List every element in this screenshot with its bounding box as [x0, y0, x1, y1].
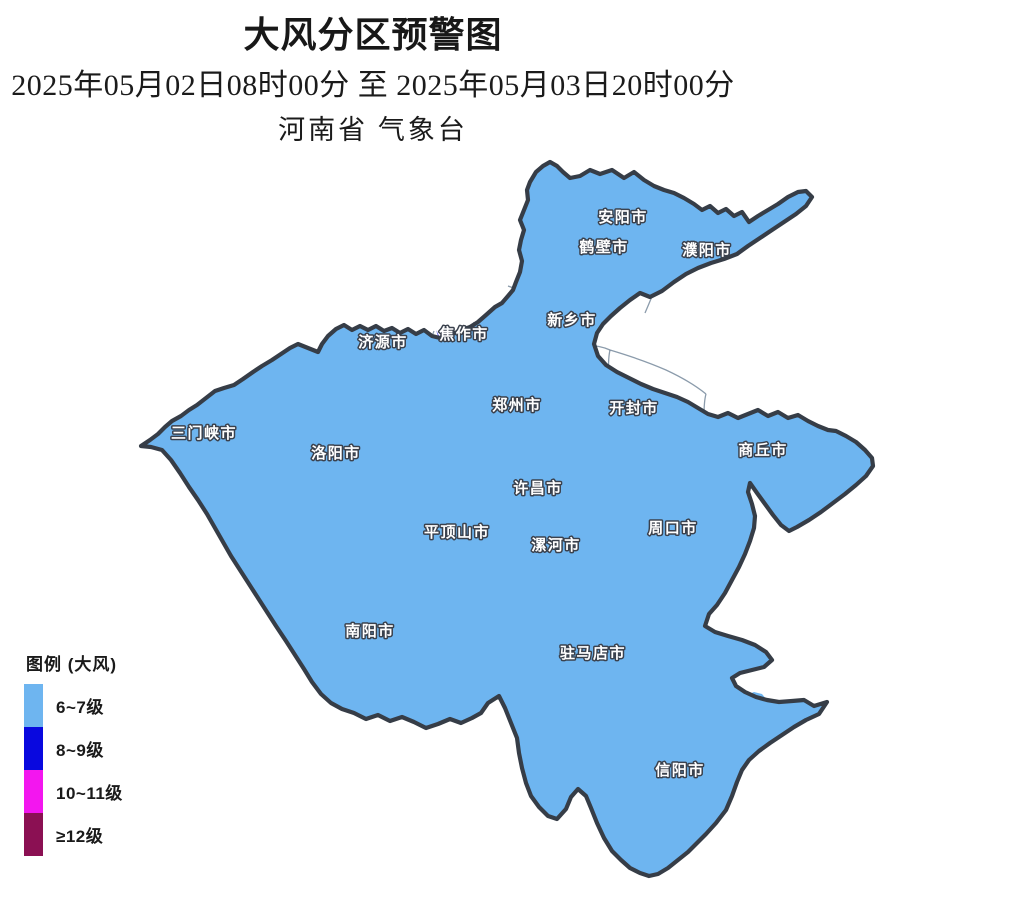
legend-label: 8~9级 — [56, 741, 104, 760]
city-label-zhoukou: 周口市 — [648, 519, 698, 537]
legend-swatch-10-11 — [24, 770, 43, 813]
city-labels: 安阳市 鹤壁市 濮阳市 新乡市 济源市 焦作市 郑州市 开封市 三门峡市 洛阳市… — [169, 207, 788, 781]
city-label-anyang: 安阳市 — [598, 208, 648, 226]
city-label-puyang: 濮阳市 — [682, 241, 732, 259]
city-label-zhumadian: 驻马店市 — [560, 644, 626, 662]
page-title: 大风分区预警图 — [243, 14, 503, 55]
legend-swatch-12 — [24, 813, 43, 856]
city-label-hebi: 鹤壁市 — [579, 238, 629, 256]
legend: 图例 (大风) 6~7级 8~9级 10~11级 ≥12级 — [24, 650, 123, 856]
legend-item-6-7: 6~7级 — [24, 684, 123, 727]
city-label-zhengzhou: 郑州市 — [492, 396, 542, 414]
city-label-kaifeng: 开封市 — [609, 399, 659, 417]
city-label-sanmenxia: 三门峡市 — [171, 424, 237, 442]
legend-label: 6~7级 — [56, 698, 104, 717]
city-label-jiaozuo: 焦作市 — [438, 325, 489, 343]
city-label-shangqiu: 商丘市 — [738, 441, 788, 459]
legend-label: 10~11级 — [56, 784, 123, 803]
legend-label: ≥12级 — [56, 827, 104, 846]
legend-item-10-11: 10~11级 — [24, 770, 123, 813]
city-label-luoyang: 洛阳市 — [311, 444, 361, 462]
city-label-xinyang: 信阳市 — [655, 761, 705, 779]
city-label-jiyuan: 济源市 — [358, 333, 408, 351]
city-label-luohe: 漯河市 — [531, 536, 581, 554]
city-label-pingdingshan: 平顶山市 — [424, 523, 490, 541]
agency-name: 河南省 气象台 — [278, 115, 468, 145]
province-border — [141, 162, 873, 876]
legend-title: 图例 (大风) — [26, 655, 118, 674]
forecast-period: 2025年05月02日08时00分 至 2025年05月03日20时00分 — [11, 69, 735, 102]
city-label-xuchang: 许昌市 — [513, 479, 563, 497]
city-label-nanyang: 南阳市 — [345, 622, 395, 640]
city-label-xinxiang: 新乡市 — [547, 311, 597, 329]
legend-item-8-9: 8~9级 — [24, 727, 123, 770]
legend-item-12: ≥12级 — [24, 813, 123, 856]
legend-swatch-6-7 — [24, 684, 43, 727]
legend-swatch-8-9 — [24, 727, 43, 770]
